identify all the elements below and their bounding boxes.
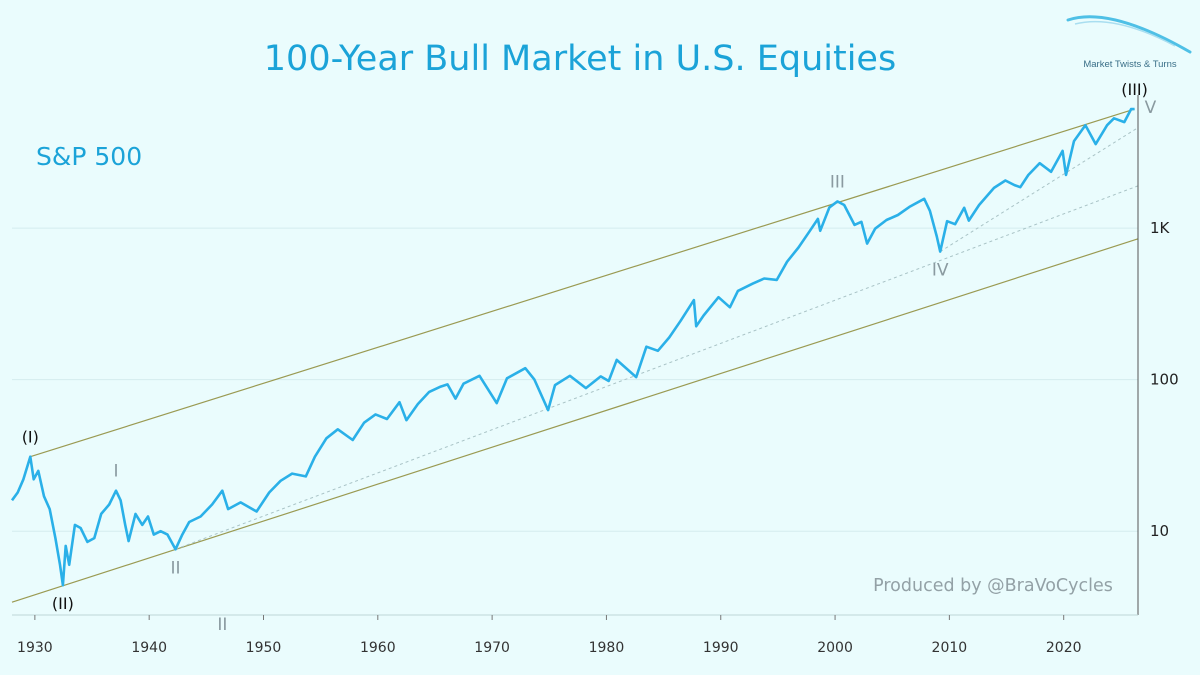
minor-wave-label: IV — [932, 261, 949, 281]
major-wave-label: (I) — [22, 428, 39, 447]
logo: Market Twists & Turns — [1066, 15, 1192, 70]
x-tick-label: 2020 — [1046, 640, 1082, 656]
x-tick-label: 1980 — [589, 640, 625, 656]
x-tick-label: 1960 — [360, 640, 396, 656]
minor-wave-label: V — [1145, 98, 1157, 118]
chart-title: 100-Year Bull Market in U.S. Equities — [264, 39, 896, 79]
y-tick-label: 10 — [1150, 522, 1169, 540]
channel-line — [30, 108, 1135, 458]
wave-logo-icon-secondary — [1074, 20, 1176, 47]
channel-lines — [11, 108, 1139, 603]
y-tick-label: 1K — [1150, 219, 1171, 237]
x-tick-label: 2010 — [932, 640, 968, 656]
logo-text: Market Twists & Turns — [1083, 59, 1177, 70]
channel-line — [11, 238, 1139, 603]
wave-logo-icon — [1066, 15, 1192, 54]
minor-wave-label: II — [217, 615, 227, 635]
x-tick-label: 1950 — [246, 640, 282, 656]
sp500-series-line — [10, 107, 1135, 587]
series-lines — [10, 107, 1135, 587]
minor-wave-label: III — [830, 172, 845, 192]
credit-text: Produced by @BraVoCycles — [873, 576, 1113, 596]
trend-line-dashed — [939, 127, 1139, 252]
x-tick-label: 1970 — [474, 640, 510, 656]
minor-wave-label: II — [170, 558, 180, 578]
x-tick-label: 1990 — [703, 640, 739, 656]
y-tick-label: 100 — [1150, 371, 1179, 389]
major-wave-label: (II) — [52, 594, 74, 613]
x-tick-label: 1930 — [17, 640, 53, 656]
axes: 10 100 1K 1930 1940 1950 1960 1970 1980 1990 2000 2… — [12, 95, 1179, 656]
major-wave-label: (III) — [1121, 80, 1148, 99]
trend-line-dashed — [175, 185, 1139, 550]
x-tick-label: 2000 — [817, 640, 853, 656]
minor-wave-label: I — [114, 462, 119, 482]
series-label: S&P 500 — [36, 142, 142, 171]
x-tick-label: 1940 — [131, 640, 167, 656]
